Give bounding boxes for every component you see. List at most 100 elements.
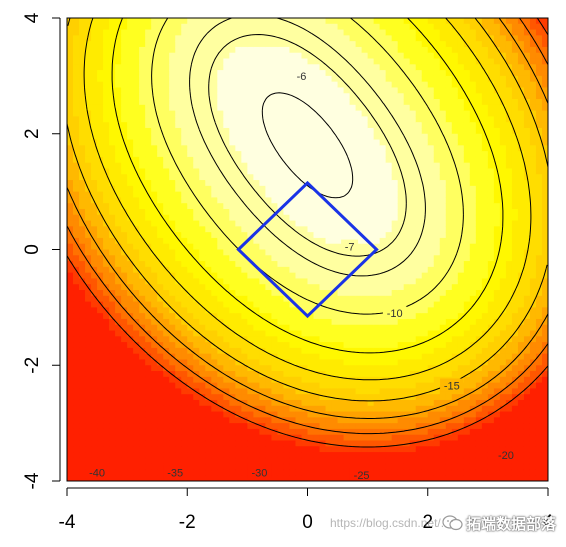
heat-cell <box>289 371 297 378</box>
heat-cell <box>409 272 417 280</box>
heat-cell <box>331 127 339 135</box>
heat-cell <box>361 87 369 94</box>
heat-cell <box>79 255 86 262</box>
heat-cell <box>133 261 140 268</box>
heat-cell <box>217 336 224 343</box>
heat-cell <box>91 272 98 280</box>
heat-cell <box>163 261 170 268</box>
heat-cell <box>79 180 86 187</box>
heat-cell <box>433 382 441 389</box>
heat-cell <box>193 208 200 216</box>
heat-cell <box>73 440 80 447</box>
heat-cell <box>343 133 351 141</box>
heat-cell <box>397 428 405 436</box>
heat-cell <box>115 203 122 210</box>
heat-cell <box>91 104 98 112</box>
heat-cell <box>97 133 104 141</box>
heat-cell <box>319 353 327 361</box>
heat-cell <box>115 127 122 135</box>
heat-cell <box>289 52 297 60</box>
heat-cell <box>211 428 218 436</box>
heat-cell <box>115 475 122 481</box>
heat-cell <box>235 417 242 424</box>
heat-cell <box>361 81 369 89</box>
heat-cell <box>133 342 140 349</box>
heat-cell <box>325 41 333 48</box>
heat-cell <box>109 376 116 384</box>
heat-cell <box>127 41 134 48</box>
heat-cell <box>241 278 248 285</box>
heat-cell <box>103 295 110 303</box>
heat-cell <box>259 382 267 389</box>
heat-cell <box>361 145 369 152</box>
heat-cell <box>73 145 80 152</box>
heat-cell <box>73 411 80 418</box>
heat-cell <box>397 417 405 424</box>
heat-cell <box>193 295 200 303</box>
heat-cell <box>127 301 134 308</box>
heat-cell <box>259 180 267 187</box>
heat-cell <box>289 330 297 337</box>
heat-cell <box>439 197 447 204</box>
heat-cell <box>331 99 339 106</box>
heat-cell <box>373 301 381 308</box>
heat-cell <box>313 307 321 314</box>
heat-cell <box>355 104 363 112</box>
heat-cell <box>355 203 363 210</box>
heat-cell <box>67 156 74 164</box>
heat-cell <box>373 469 381 476</box>
heat-cell <box>217 81 224 89</box>
heat-cell <box>337 174 345 181</box>
heat-cell <box>391 255 399 262</box>
heat-cell <box>97 261 104 268</box>
heat-cell <box>379 376 387 384</box>
heat-cell <box>283 475 291 481</box>
heat-cell <box>157 428 164 436</box>
heat-cell <box>211 301 218 308</box>
heat-cell <box>157 255 164 262</box>
heat-cell <box>145 237 152 245</box>
heat-cell <box>127 174 134 181</box>
heat-cell <box>73 243 80 251</box>
heat-cell <box>403 156 411 164</box>
heat-cell <box>133 440 140 447</box>
heat-cell <box>211 35 218 42</box>
heat-cell <box>343 475 351 481</box>
heat-cell <box>397 122 405 129</box>
heat-cell <box>379 475 387 481</box>
heat-cell <box>259 359 267 366</box>
heat-cell <box>289 347 297 355</box>
heat-cell <box>115 75 122 83</box>
heat-cell <box>337 104 345 112</box>
heat-cell <box>439 162 447 170</box>
heat-cell <box>427 237 435 245</box>
heat-cell <box>421 405 429 413</box>
heat-cell <box>385 127 393 135</box>
heat-cell <box>145 81 152 89</box>
heat-cell <box>307 81 315 89</box>
heat-cell <box>139 127 146 135</box>
heat-cell <box>133 307 140 314</box>
heat-cell <box>313 434 321 442</box>
heat-cell <box>325 214 333 222</box>
heat-cell <box>181 295 188 303</box>
heat-cell <box>85 180 92 187</box>
heat-cell <box>373 174 381 181</box>
heat-cell <box>427 278 435 285</box>
heat-cell <box>253 243 260 251</box>
heat-cell <box>307 226 315 233</box>
heat-cell <box>127 156 134 164</box>
heat-cell <box>217 58 224 65</box>
heat-cell <box>325 318 333 326</box>
heat-cell <box>175 284 182 291</box>
heat-cell <box>307 428 315 436</box>
heat-cell <box>127 475 134 481</box>
heat-cell <box>331 203 339 210</box>
heat-cell <box>247 168 254 175</box>
heat-cell <box>415 347 423 355</box>
heat-cell <box>241 446 248 453</box>
heat-cell <box>73 382 80 389</box>
heat-cell <box>433 463 441 471</box>
heat-cell <box>151 318 158 326</box>
heat-cell <box>433 232 441 239</box>
